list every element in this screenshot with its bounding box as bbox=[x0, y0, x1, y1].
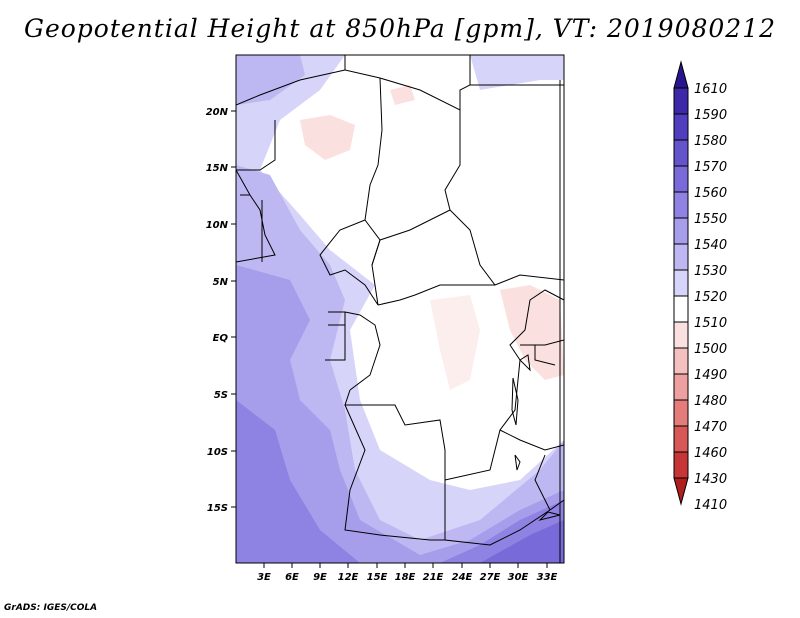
country-boundaries bbox=[236, 55, 564, 563]
colorbar-label: 1580 bbox=[694, 134, 727, 149]
zone-1520-north bbox=[400, 55, 564, 90]
colorbar-swatch bbox=[673, 113, 689, 141]
colorbar: 1610 1590 1580 1570 1560 1550 1540 1530 1520 1510… bbox=[673, 60, 727, 513]
lon-label: 3E bbox=[257, 572, 271, 583]
colorbar-label: 1550 bbox=[694, 212, 727, 227]
lat-label: 10N bbox=[206, 220, 229, 231]
colorbar-label: 1500 bbox=[694, 342, 727, 357]
colorbar-swatch bbox=[673, 60, 689, 89]
height-field bbox=[236, 55, 564, 563]
colorbar-swatch bbox=[673, 87, 689, 115]
colorbar-swatch bbox=[673, 321, 689, 349]
lon-label: 6E bbox=[285, 572, 299, 583]
lon-label: 12E bbox=[338, 572, 359, 583]
colorbar-swatch bbox=[673, 139, 689, 167]
map-frame bbox=[235, 54, 565, 564]
colorbar-swatch bbox=[673, 425, 689, 453]
lat-label: 15S bbox=[207, 503, 228, 514]
zone-1500-a bbox=[300, 115, 355, 160]
colorbar-swatch bbox=[673, 191, 689, 219]
colorbar-label: 1430 bbox=[694, 472, 727, 487]
lon-label: 9E bbox=[313, 572, 327, 583]
colorbar-swatch bbox=[673, 399, 689, 427]
lat-label: 20N bbox=[206, 107, 229, 118]
zone-1550-sw bbox=[236, 400, 360, 563]
colorbar-swatch bbox=[673, 295, 689, 323]
lon-label: 27E bbox=[480, 572, 501, 583]
colorbar-label: 1410 bbox=[694, 498, 727, 513]
lon-label: 33E bbox=[537, 572, 558, 583]
zone-1540 bbox=[236, 265, 564, 563]
zone-1560 bbox=[480, 520, 564, 563]
zone-1500-b bbox=[390, 85, 415, 105]
colorbar-label: 1460 bbox=[694, 446, 727, 461]
colorbar-swatch bbox=[673, 269, 689, 297]
lat-label: 10S bbox=[207, 447, 228, 458]
colorbar-label: 1610 bbox=[694, 82, 727, 97]
colorbar-swatch bbox=[673, 373, 689, 401]
zone-1530-nw bbox=[236, 55, 305, 105]
colorbar-label: 1570 bbox=[694, 160, 727, 175]
lon-ticks bbox=[263, 563, 548, 568]
colorbar-label: 1590 bbox=[694, 108, 727, 123]
colorbar-label: 1510 bbox=[694, 316, 727, 331]
colorbar-swatch bbox=[673, 451, 689, 479]
grads-credit: GrADS: IGES/COLA bbox=[4, 603, 98, 613]
colorbar-swatch bbox=[673, 477, 689, 506]
lon-label: 21E bbox=[423, 572, 444, 583]
lon-label: 15E bbox=[367, 572, 388, 583]
lat-label: 15N bbox=[206, 163, 229, 174]
lon-label: 30E bbox=[508, 572, 529, 583]
colorbar-label: 1470 bbox=[694, 420, 727, 435]
colorbar-swatch bbox=[673, 347, 689, 375]
lat-label: EQ bbox=[213, 333, 229, 344]
colorbar-label: 1540 bbox=[694, 238, 727, 253]
colorbar-label: 1490 bbox=[694, 368, 727, 383]
zone-1500-c bbox=[500, 285, 564, 380]
lon-label: 18E bbox=[395, 572, 416, 583]
lat-label: 5N bbox=[213, 277, 229, 288]
lon-label: 24E bbox=[452, 572, 473, 583]
lat-label: 5S bbox=[214, 390, 228, 401]
colorbar-label: 1530 bbox=[694, 264, 727, 279]
colorbar-swatch bbox=[673, 217, 689, 245]
zone-1505-d bbox=[430, 295, 480, 390]
colorbar-swatch bbox=[673, 243, 689, 271]
lat-ticks bbox=[231, 110, 236, 508]
colorbar-swatch bbox=[673, 165, 689, 193]
colorbar-label: 1520 bbox=[694, 290, 727, 305]
colorbar-label: 1560 bbox=[694, 186, 727, 201]
map-title: Geopotential Height at 850hPa [gpm], VT:… bbox=[23, 14, 777, 43]
colorbar-label: 1480 bbox=[694, 394, 727, 409]
